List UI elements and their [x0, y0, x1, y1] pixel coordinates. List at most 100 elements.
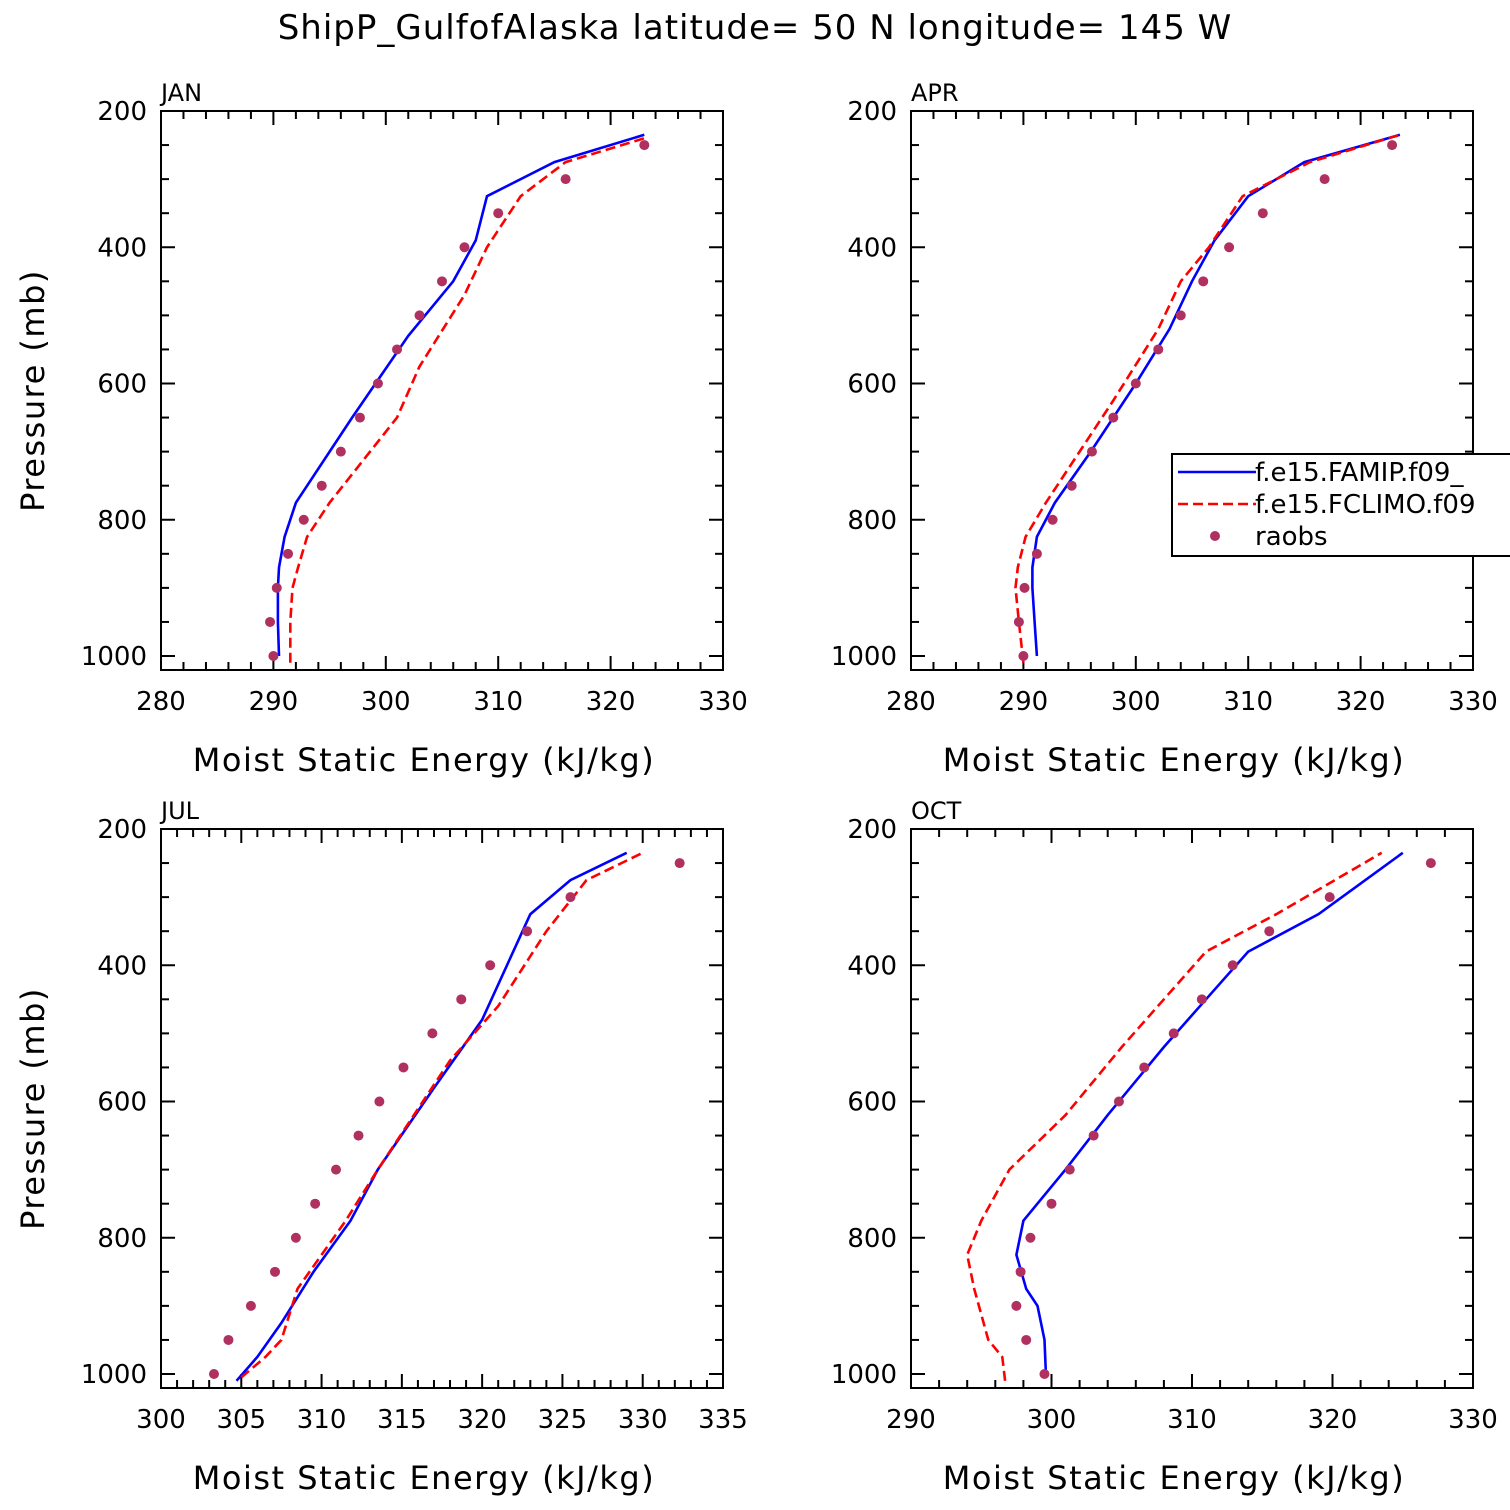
y-tick-label: 400: [847, 951, 897, 981]
x-tick-label: 290: [999, 687, 1049, 717]
raobs-point: [335, 446, 346, 457]
raobs-point: [1130, 378, 1141, 389]
raobs-point: [265, 616, 276, 627]
raobs-point: [1066, 480, 1077, 491]
fclimo-line: [289, 137, 645, 663]
raobs-point: [456, 994, 467, 1005]
raobs-point: [270, 1266, 281, 1277]
plot-frame: [910, 110, 1474, 671]
x-axis-label: Moist Static Energy (kJ/kg): [193, 1459, 655, 1497]
x-tick-label: 300: [1111, 687, 1161, 717]
raobs-point: [1264, 926, 1275, 937]
raobs-point: [437, 276, 447, 287]
raobs-point: [1013, 616, 1024, 627]
raobs-point: [1021, 1334, 1032, 1345]
raobs-point: [223, 1334, 234, 1345]
y-tick-label: 600: [847, 1088, 897, 1118]
x-tick-label: 330: [698, 687, 748, 717]
raobs-point: [271, 582, 282, 593]
raobs-point: [1139, 1062, 1150, 1073]
raobs-point: [1046, 1198, 1057, 1209]
x-tick-label: 330: [618, 1405, 668, 1435]
legend-label: raobs: [1255, 522, 1328, 552]
raobs-point: [1257, 208, 1268, 219]
raobs-point: [245, 1300, 256, 1311]
y-axis-label: Pressure (mb): [14, 987, 52, 1230]
raobs-point: [1088, 1130, 1099, 1141]
panel-label: JUL: [159, 797, 200, 825]
raobs-point: [1108, 412, 1119, 423]
raobs-point: [372, 378, 383, 389]
plot-frame: [160, 110, 724, 671]
raobs-point: [522, 926, 533, 937]
y-tick-label: 800: [847, 506, 897, 536]
y-tick-label: 800: [847, 1224, 897, 1254]
raobs-point: [316, 480, 327, 491]
x-axis-label: Moist Static Energy (kJ/kg): [943, 741, 1405, 779]
raobs-point: [414, 310, 425, 321]
raobs-point: [565, 892, 576, 903]
x-tick-label: 300: [361, 687, 411, 717]
raobs-point: [459, 242, 470, 253]
raobs-point: [310, 1198, 321, 1209]
fclimo-line: [240, 851, 644, 1379]
y-tick-label: 400: [97, 233, 147, 263]
raobs-point: [1086, 446, 1097, 457]
x-tick-label: 310: [1167, 1405, 1217, 1435]
x-tick-label: 300: [136, 1405, 186, 1435]
raobs-point: [1039, 1369, 1050, 1379]
raobs-point: [392, 344, 403, 355]
raobs-point: [290, 1232, 301, 1243]
x-tick-label: 310: [297, 1405, 347, 1435]
raobs-point: [1113, 1096, 1124, 1107]
x-tick-label: 280: [886, 687, 936, 717]
raobs-point: [1196, 994, 1207, 1005]
y-axis-label: Pressure (mb): [14, 269, 52, 512]
raobs-point: [1324, 892, 1335, 903]
raobs-point: [1031, 548, 1042, 559]
raobs-point: [1224, 242, 1235, 253]
raobs-point: [674, 858, 685, 869]
x-tick-label: 320: [1308, 1405, 1358, 1435]
raobs-point: [1319, 174, 1330, 185]
raobs-point: [374, 1096, 385, 1107]
legend-marker: [1210, 531, 1220, 541]
fclimo-line: [1014, 133, 1401, 663]
raobs-point: [1387, 140, 1398, 151]
legend-label: f.e15.FCLIMO.f09: [1255, 490, 1475, 520]
legend-label: f.e15.FAMIP.f09_: [1255, 458, 1464, 488]
y-tick-label: 200: [847, 815, 897, 845]
x-tick-label: 300: [1027, 1405, 1077, 1435]
raobs-point: [1025, 1232, 1036, 1243]
y-tick-label: 800: [97, 1224, 147, 1254]
famip-line: [276, 133, 645, 657]
raobs-point: [1018, 651, 1029, 661]
x-axis-label: Moist Static Energy (kJ/kg): [193, 741, 655, 779]
y-tick-label: 1000: [81, 642, 147, 672]
chart-title: ShipP_GulfofAlaska latitude= 50 N longit…: [277, 8, 1233, 48]
famip-line: [235, 851, 628, 1382]
y-tick-label: 400: [97, 951, 147, 981]
panel-label: OCT: [911, 797, 962, 825]
raobs-point: [1019, 582, 1030, 593]
x-tick-label: 320: [1336, 687, 1386, 717]
raobs-point: [298, 514, 309, 525]
panel-label: JAN: [159, 79, 202, 107]
x-tick-label: 310: [1223, 687, 1273, 717]
y-tick-label: 200: [847, 97, 897, 127]
raobs-point: [1168, 1028, 1179, 1039]
famip-line: [1031, 133, 1401, 657]
raobs-point: [331, 1164, 342, 1175]
panel-jul: JUL 300 305 310 315 320 325 330 335 200 400 600 800 1…: [14, 797, 748, 1497]
x-tick-label: 315: [377, 1405, 427, 1435]
raobs-point: [639, 140, 650, 151]
y-tick-label: 200: [97, 815, 147, 845]
y-tick-label: 600: [97, 370, 147, 400]
y-tick-label: 1000: [831, 642, 897, 672]
panel-label: APR: [911, 79, 959, 107]
y-tick-label: 600: [97, 1088, 147, 1118]
y-tick-label: 600: [847, 370, 897, 400]
fclimo-line: [965, 851, 1383, 1381]
raobs-point: [1047, 514, 1058, 525]
